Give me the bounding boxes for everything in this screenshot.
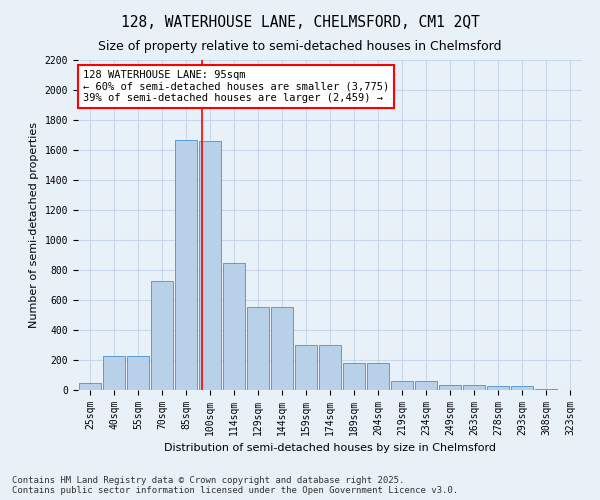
Bar xyxy=(463,385,485,390)
Bar xyxy=(487,386,509,390)
Bar xyxy=(223,263,245,390)
Y-axis label: Number of semi-detached properties: Number of semi-detached properties xyxy=(29,122,39,328)
Bar xyxy=(343,363,365,390)
Bar xyxy=(319,345,341,390)
Text: 128 WATERHOUSE LANE: 95sqm
← 60% of semi-detached houses are smaller (3,775)
39%: 128 WATERHOUSE LANE: 95sqm ← 60% of semi… xyxy=(83,70,389,103)
Bar xyxy=(415,381,437,390)
Bar xyxy=(295,345,317,390)
Bar xyxy=(247,306,269,390)
Bar xyxy=(151,281,173,390)
Bar xyxy=(367,363,389,390)
Bar xyxy=(271,306,293,390)
Bar xyxy=(175,140,197,390)
Bar xyxy=(199,141,221,390)
Bar xyxy=(439,385,461,390)
Bar xyxy=(127,356,149,390)
Bar xyxy=(511,386,533,390)
Bar xyxy=(79,383,101,390)
X-axis label: Distribution of semi-detached houses by size in Chelmsford: Distribution of semi-detached houses by … xyxy=(164,444,496,454)
Text: 128, WATERHOUSE LANE, CHELMSFORD, CM1 2QT: 128, WATERHOUSE LANE, CHELMSFORD, CM1 2Q… xyxy=(121,15,479,30)
Text: Contains HM Land Registry data © Crown copyright and database right 2025.
Contai: Contains HM Land Registry data © Crown c… xyxy=(12,476,458,495)
Bar xyxy=(103,356,125,390)
Text: Size of property relative to semi-detached houses in Chelmsford: Size of property relative to semi-detach… xyxy=(98,40,502,53)
Bar xyxy=(391,381,413,390)
Bar xyxy=(535,388,557,390)
